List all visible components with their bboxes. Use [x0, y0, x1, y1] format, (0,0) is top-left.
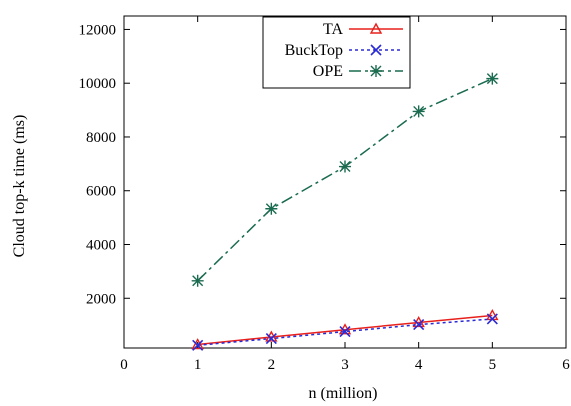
series-line-ta	[197, 314, 493, 346]
x-tick-label: 5	[489, 357, 497, 373]
series-line-bucktop	[197, 318, 493, 347]
data-point-ope	[191, 274, 204, 287]
plot-area: 0 1 2 3 4 5 6 2000 4000 6000 8000 10000 12000 TA BuckT…	[79, 15, 570, 373]
legend-marker-ope	[370, 65, 382, 77]
legend-marker-bucktop	[370, 44, 382, 56]
data-point-bucktop	[413, 319, 425, 331]
data-point-ope	[486, 72, 499, 85]
data-point-bucktop	[265, 333, 277, 345]
data-point-bucktop	[339, 326, 351, 338]
y-tick-label: 4000	[86, 238, 116, 254]
legend-label-ope: OPE	[313, 63, 343, 80]
y-tick-label: 8000	[86, 130, 116, 146]
legend-label-bucktop: BuckTop	[285, 42, 343, 59]
y-tick-label: 2000	[86, 291, 116, 307]
x-axis-label: n (million)	[309, 385, 378, 402]
data-point-ta	[191, 338, 204, 350]
x-tick-label: 6	[562, 357, 570, 373]
series-line-ope	[197, 77, 493, 282]
y-tick-label: 6000	[86, 184, 116, 200]
data-point-ope	[412, 105, 425, 118]
x-tick-label: 0	[120, 357, 128, 373]
x-tick-label: 4	[415, 357, 423, 373]
y-tick-label: 12000	[79, 22, 117, 38]
data-point-ope	[339, 160, 351, 173]
y-axis-label: Cloud top-k time (ms)	[11, 115, 28, 258]
data-point-bucktop	[486, 313, 498, 325]
legend-label-ta: TA	[323, 21, 343, 38]
data-point-ope	[265, 202, 278, 215]
x-tick-label: 1	[194, 357, 202, 373]
legend-marker-ta	[369, 22, 383, 34]
x-tick-label: 3	[341, 357, 349, 373]
x-tick-label: 2	[268, 357, 276, 373]
y-tick-label: 10000	[79, 76, 117, 92]
data-point-bucktop	[192, 339, 204, 351]
